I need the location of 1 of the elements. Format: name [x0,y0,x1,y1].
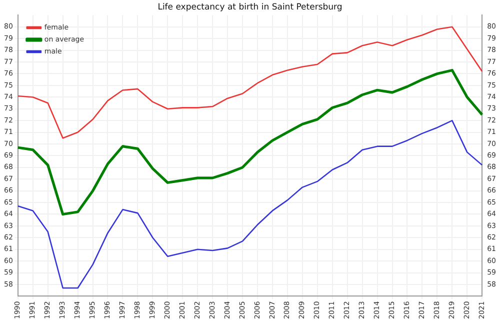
chart-title: Life expectancy at birth in Saint Petersburg [158,2,342,12]
